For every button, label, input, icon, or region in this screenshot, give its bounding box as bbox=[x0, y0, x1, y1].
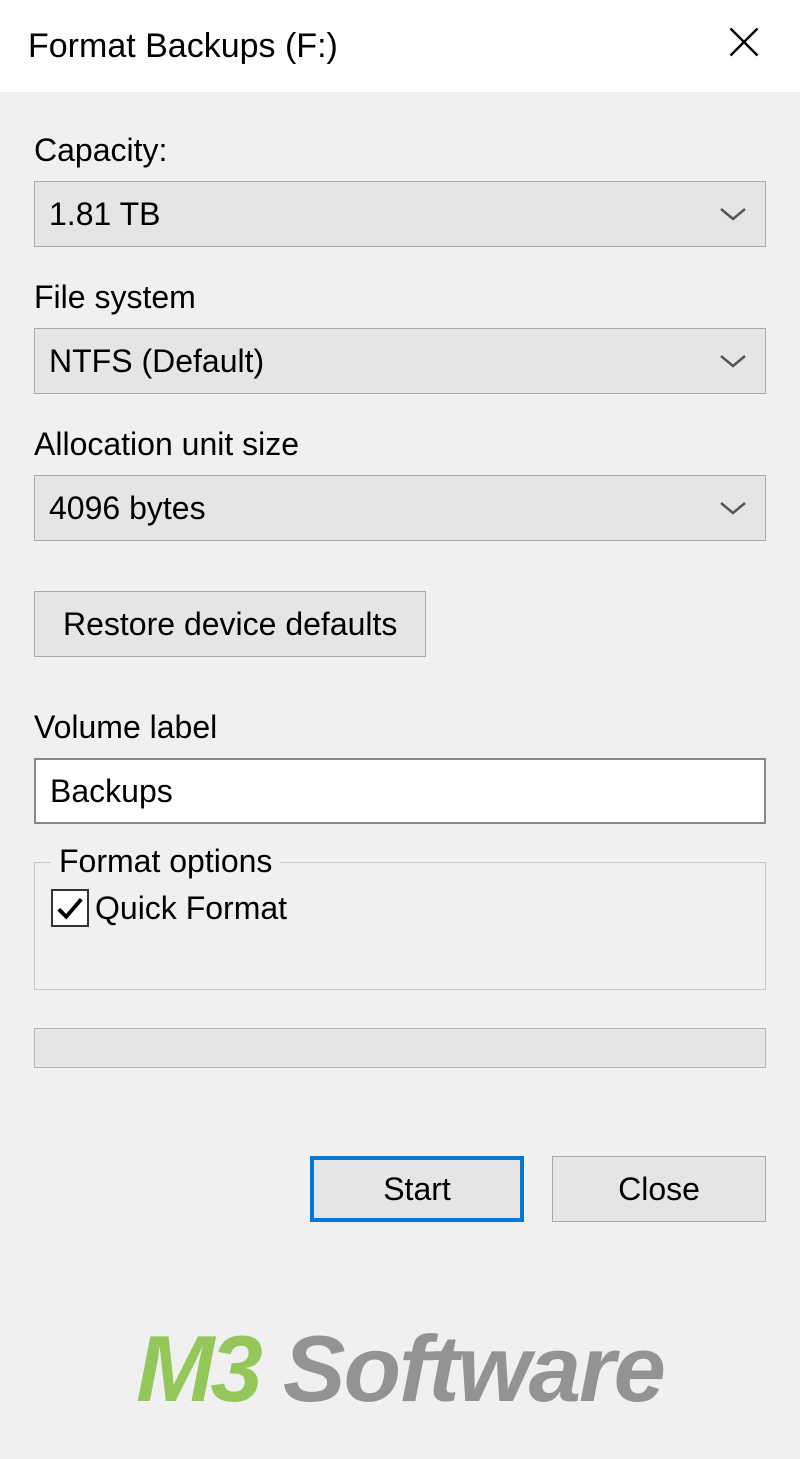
capacity-dropdown[interactable]: 1.81 TB bbox=[34, 181, 766, 247]
quick-format-checkbox[interactable] bbox=[51, 889, 89, 927]
titlebar: Format Backups (F:) bbox=[0, 0, 800, 92]
watermark-software: Software bbox=[259, 1316, 664, 1421]
checkmark-icon bbox=[55, 893, 85, 923]
chevron-down-icon bbox=[719, 353, 747, 369]
watermark: M3 Software bbox=[136, 1315, 664, 1423]
capacity-value: 1.81 TB bbox=[49, 196, 160, 233]
allocation-value: 4096 bytes bbox=[49, 490, 206, 527]
allocation-dropdown[interactable]: 4096 bytes bbox=[34, 475, 766, 541]
chevron-down-icon bbox=[719, 500, 747, 516]
close-icon[interactable] bbox=[716, 20, 772, 72]
filesystem-dropdown[interactable]: NTFS (Default) bbox=[34, 328, 766, 394]
dialog-buttons: Start Close bbox=[34, 1156, 766, 1222]
format-options-group: Format options Quick Format bbox=[34, 862, 766, 990]
volume-label-label: Volume label bbox=[34, 709, 766, 746]
progress-bar bbox=[34, 1028, 766, 1068]
volume-label-input[interactable] bbox=[34, 758, 766, 824]
close-button[interactable]: Close bbox=[552, 1156, 766, 1222]
quick-format-label: Quick Format bbox=[95, 890, 287, 927]
restore-defaults-button[interactable]: Restore device defaults bbox=[34, 591, 426, 657]
quick-format-row[interactable]: Quick Format bbox=[51, 889, 749, 927]
filesystem-value: NTFS (Default) bbox=[49, 343, 264, 380]
format-options-legend: Format options bbox=[51, 843, 280, 880]
watermark-m3: M3 bbox=[136, 1316, 259, 1421]
dialog-body: Capacity: 1.81 TB File system NTFS (Defa… bbox=[0, 92, 800, 1222]
capacity-label: Capacity: bbox=[34, 132, 766, 169]
allocation-label: Allocation unit size bbox=[34, 426, 766, 463]
window-title: Format Backups (F:) bbox=[28, 27, 338, 66]
chevron-down-icon bbox=[719, 206, 747, 222]
filesystem-label: File system bbox=[34, 279, 766, 316]
start-button[interactable]: Start bbox=[310, 1156, 524, 1222]
